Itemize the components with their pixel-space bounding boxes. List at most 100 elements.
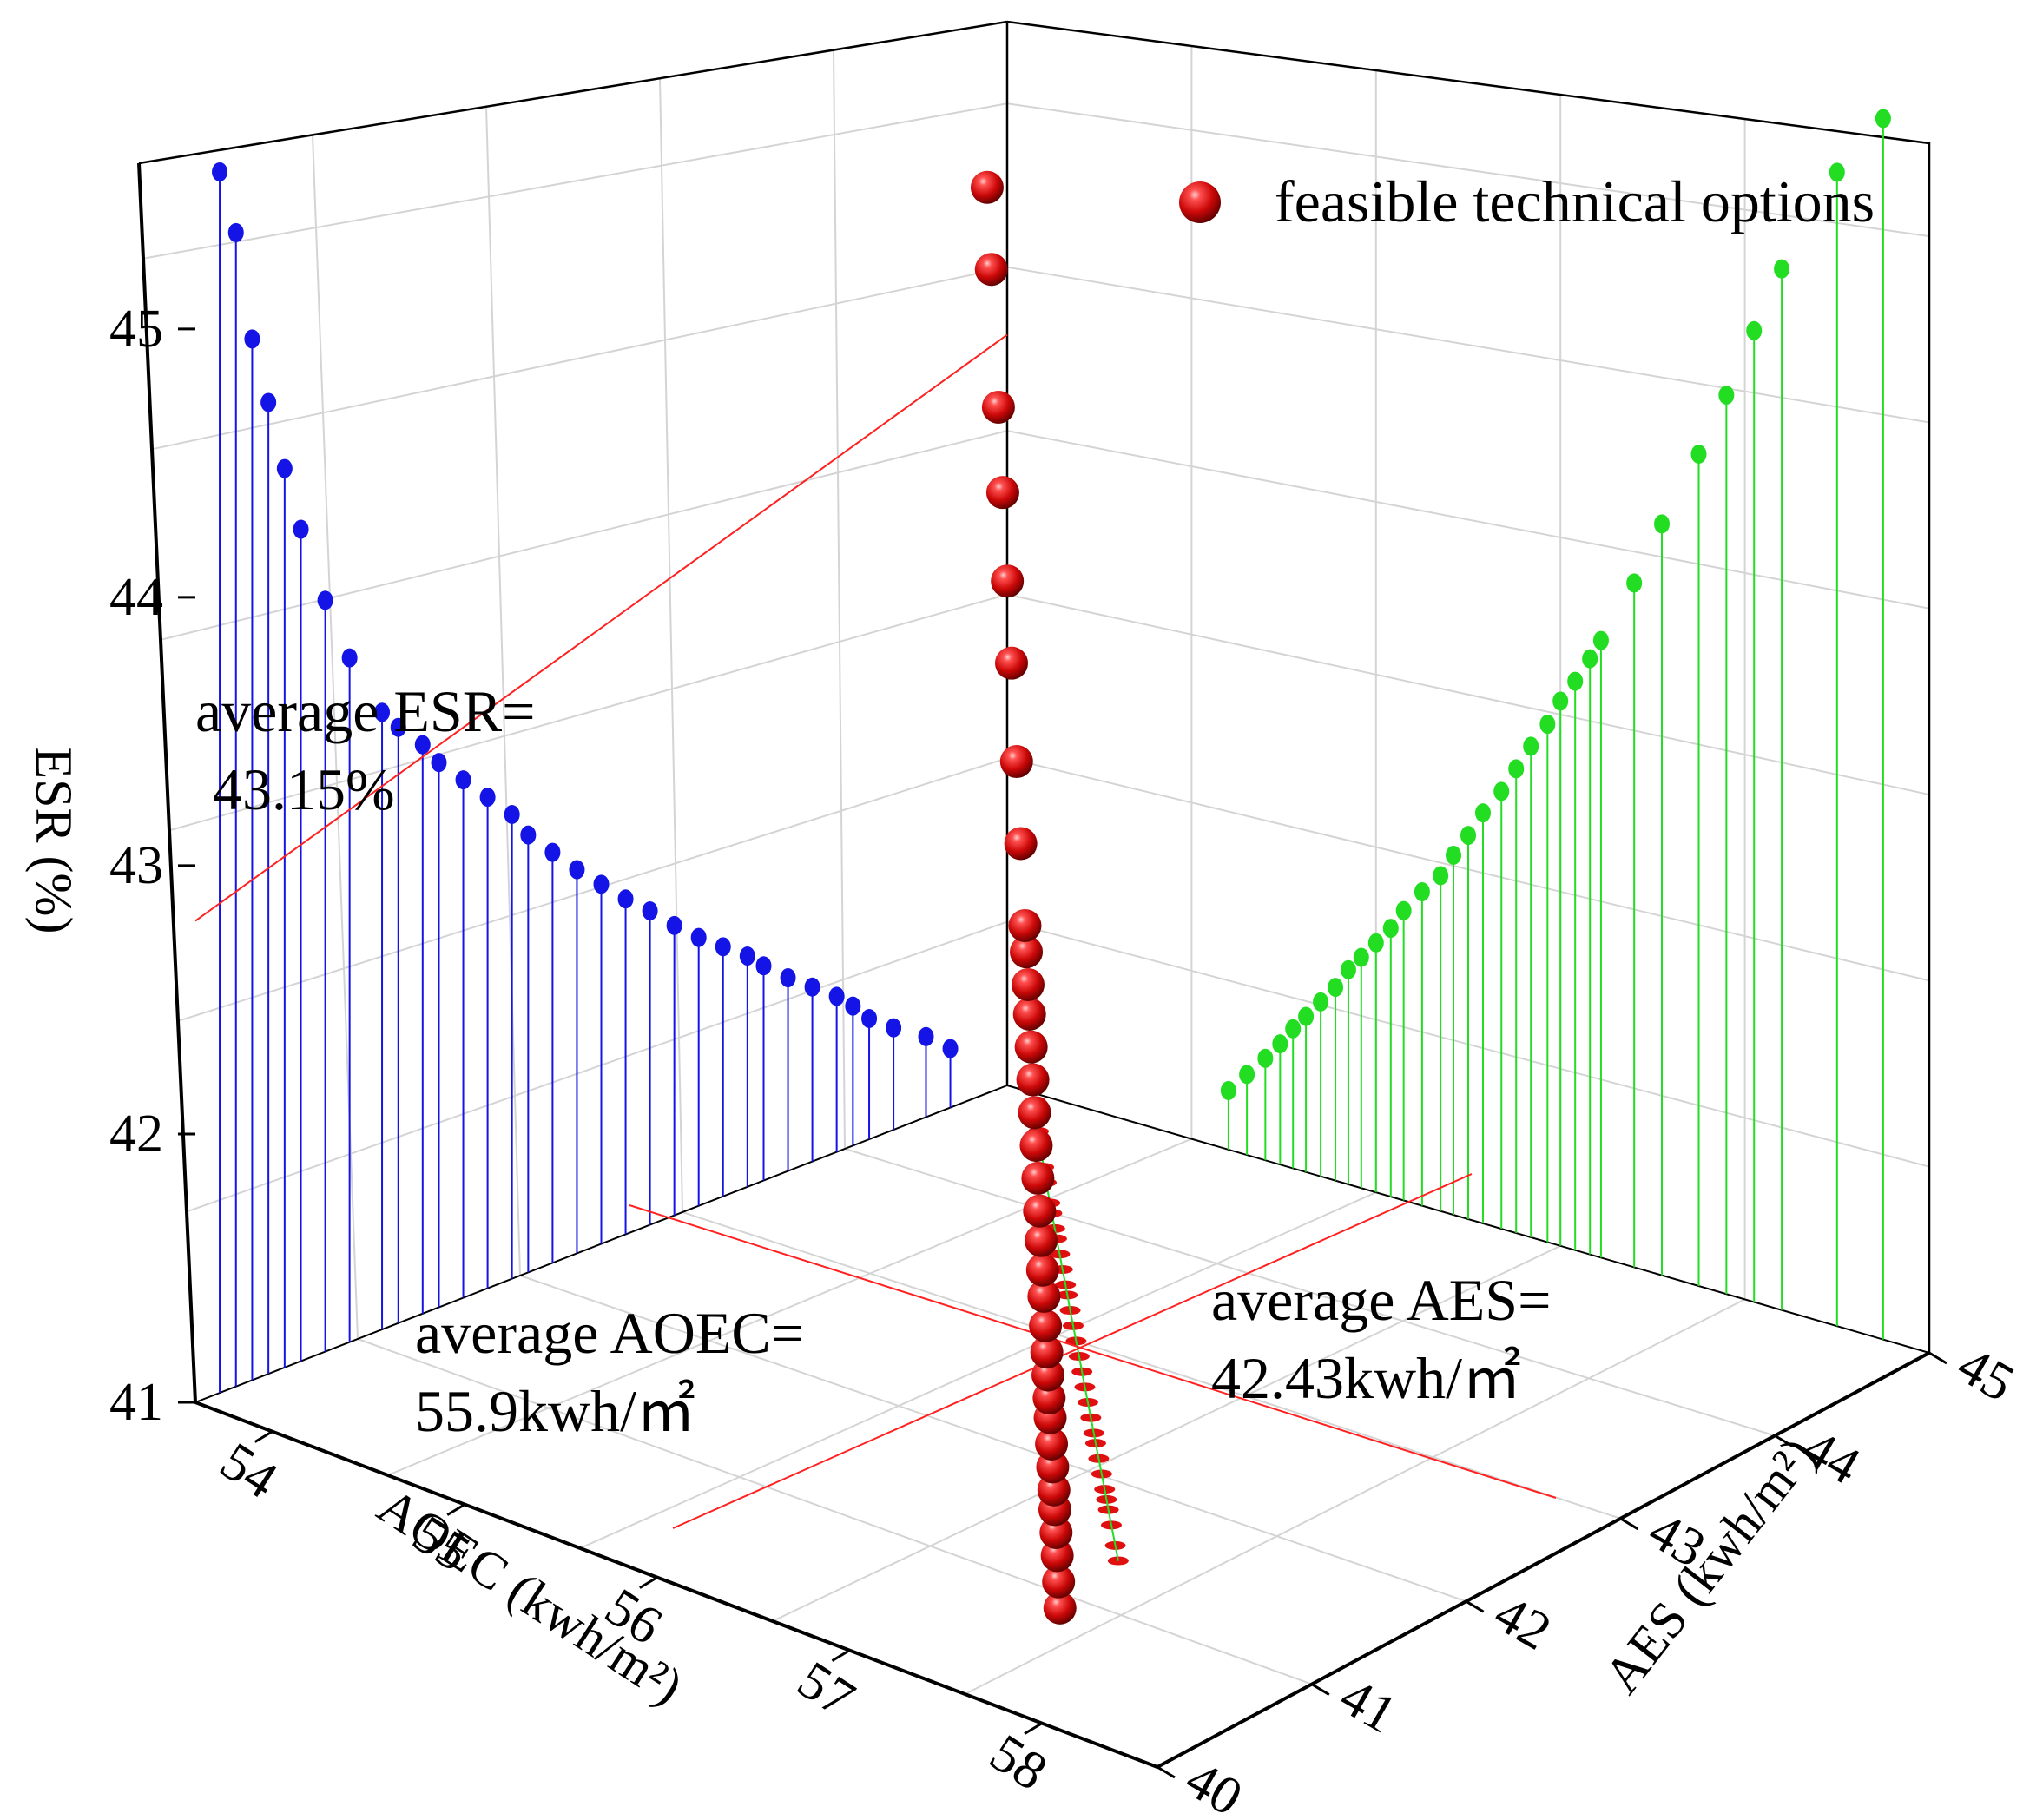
blue-point	[845, 996, 861, 1016]
green-point	[1414, 882, 1430, 902]
blue-point	[293, 519, 309, 539]
data-sphere	[985, 476, 1019, 510]
green-point	[1508, 759, 1525, 779]
annotation-aoec-line2: 55.9kwh/㎡	[415, 1378, 695, 1444]
blue-point	[666, 915, 682, 935]
x-tick-mark	[639, 1576, 658, 1589]
z-tick-label: 43	[109, 836, 163, 895]
data-sphere	[1012, 997, 1046, 1031]
data-sphere	[1019, 1129, 1053, 1163]
grid-line	[1006, 430, 1930, 610]
blue-projection-layer	[212, 162, 959, 1394]
grid-line	[772, 1244, 1561, 1622]
blue-point	[918, 1026, 934, 1046]
data-sphere	[1008, 908, 1042, 942]
blue-point	[755, 956, 772, 976]
blue-point	[780, 968, 796, 988]
data-sphere	[1029, 1309, 1063, 1342]
data-sphere	[1035, 1427, 1069, 1461]
green-point	[1340, 959, 1356, 979]
grid-line	[168, 593, 1008, 832]
blue-point	[260, 392, 277, 412]
legend-label: feasible technical options	[1275, 168, 1875, 234]
blue-point	[828, 986, 845, 1006]
grid-line	[485, 106, 521, 1276]
y-tick-label: 42	[1485, 1584, 1561, 1662]
grid-line	[186, 920, 1008, 1213]
green-point	[1592, 630, 1609, 650]
grid-line	[151, 266, 1008, 451]
avg-aoec-line	[629, 1204, 1557, 1499]
green-point	[1382, 919, 1399, 939]
green-point	[1239, 1065, 1255, 1085]
green-point	[1395, 900, 1412, 920]
z-tick-label: 42	[109, 1105, 163, 1164]
grid-line	[844, 1148, 1776, 1437]
y-tick-mark	[1157, 1765, 1176, 1779]
blue-point	[276, 458, 293, 478]
green-point	[1272, 1034, 1288, 1054]
avg-aes-line	[672, 1173, 1473, 1529]
y-tick-label: 45	[1947, 1335, 2024, 1414]
blue-point	[341, 648, 358, 668]
x-tick-label: 57	[788, 1650, 865, 1729]
data-sphere	[1014, 1030, 1048, 1064]
data-sphere	[1018, 1096, 1051, 1130]
blue-point	[739, 946, 755, 966]
grid-line	[519, 1275, 1466, 1603]
avg-esr-line	[194, 333, 1008, 922]
annotation-aes-line1: average AES=	[1211, 1267, 1551, 1333]
green-point	[1460, 826, 1476, 846]
grid-line	[964, 1298, 1746, 1695]
green-point	[1220, 1080, 1236, 1100]
sphere-layer	[970, 170, 1077, 1625]
z-tick-label: 41	[109, 1373, 163, 1432]
green-point	[1654, 514, 1671, 534]
blue-point	[886, 1018, 902, 1038]
y-tick-mark	[1465, 1599, 1485, 1613]
blue-point	[942, 1039, 959, 1058]
axis-frame-front	[137, 162, 1930, 1770]
annotation-esr-line2: 43.15%	[213, 756, 395, 822]
y-tick-mark	[1311, 1683, 1330, 1696]
blue-point	[520, 825, 537, 845]
green-point	[1774, 259, 1790, 279]
blue-point	[715, 937, 731, 957]
blue-point	[861, 1008, 878, 1028]
grid-line	[659, 78, 683, 1213]
data-sphere	[991, 564, 1025, 598]
y-tick-label: 40	[1176, 1750, 1252, 1820]
green-point	[1493, 781, 1510, 801]
data-sphere	[974, 253, 1008, 287]
x-tick-mark	[446, 1503, 466, 1516]
green-point	[1746, 320, 1763, 340]
data-sphere	[1043, 1591, 1077, 1625]
x-tick-mark	[254, 1430, 273, 1443]
data-sphere	[970, 170, 1004, 204]
data-sphere	[1011, 967, 1045, 1001]
green-point	[1433, 866, 1449, 886]
green-point	[1690, 445, 1707, 464]
grid-line	[1006, 266, 1930, 424]
grid-line	[833, 49, 846, 1150]
x-tick-label: 58	[979, 1723, 1057, 1802]
x-tick-mark	[831, 1649, 851, 1662]
grid-line	[1006, 593, 1930, 796]
grid-line	[177, 757, 1008, 1022]
data-sphere	[1023, 1194, 1057, 1228]
annotation-aoec-line1: average AOEC=	[415, 1300, 804, 1366]
green-projection-layer	[1220, 109, 1891, 1340]
green-point	[1626, 573, 1643, 593]
data-sphere	[1016, 1063, 1050, 1097]
x-tick-mark	[1024, 1722, 1043, 1735]
blue-point	[804, 977, 820, 997]
legend-marker	[1179, 181, 1221, 223]
green-point	[1446, 845, 1462, 865]
green-point	[1582, 649, 1598, 669]
data-sphere	[1030, 1335, 1064, 1369]
axis-frame-top	[138, 20, 1931, 1353]
green-point	[1353, 947, 1369, 967]
green-point	[1298, 1006, 1315, 1026]
z-axis-title: ESR (%)	[25, 748, 82, 934]
blue-point	[244, 329, 260, 349]
